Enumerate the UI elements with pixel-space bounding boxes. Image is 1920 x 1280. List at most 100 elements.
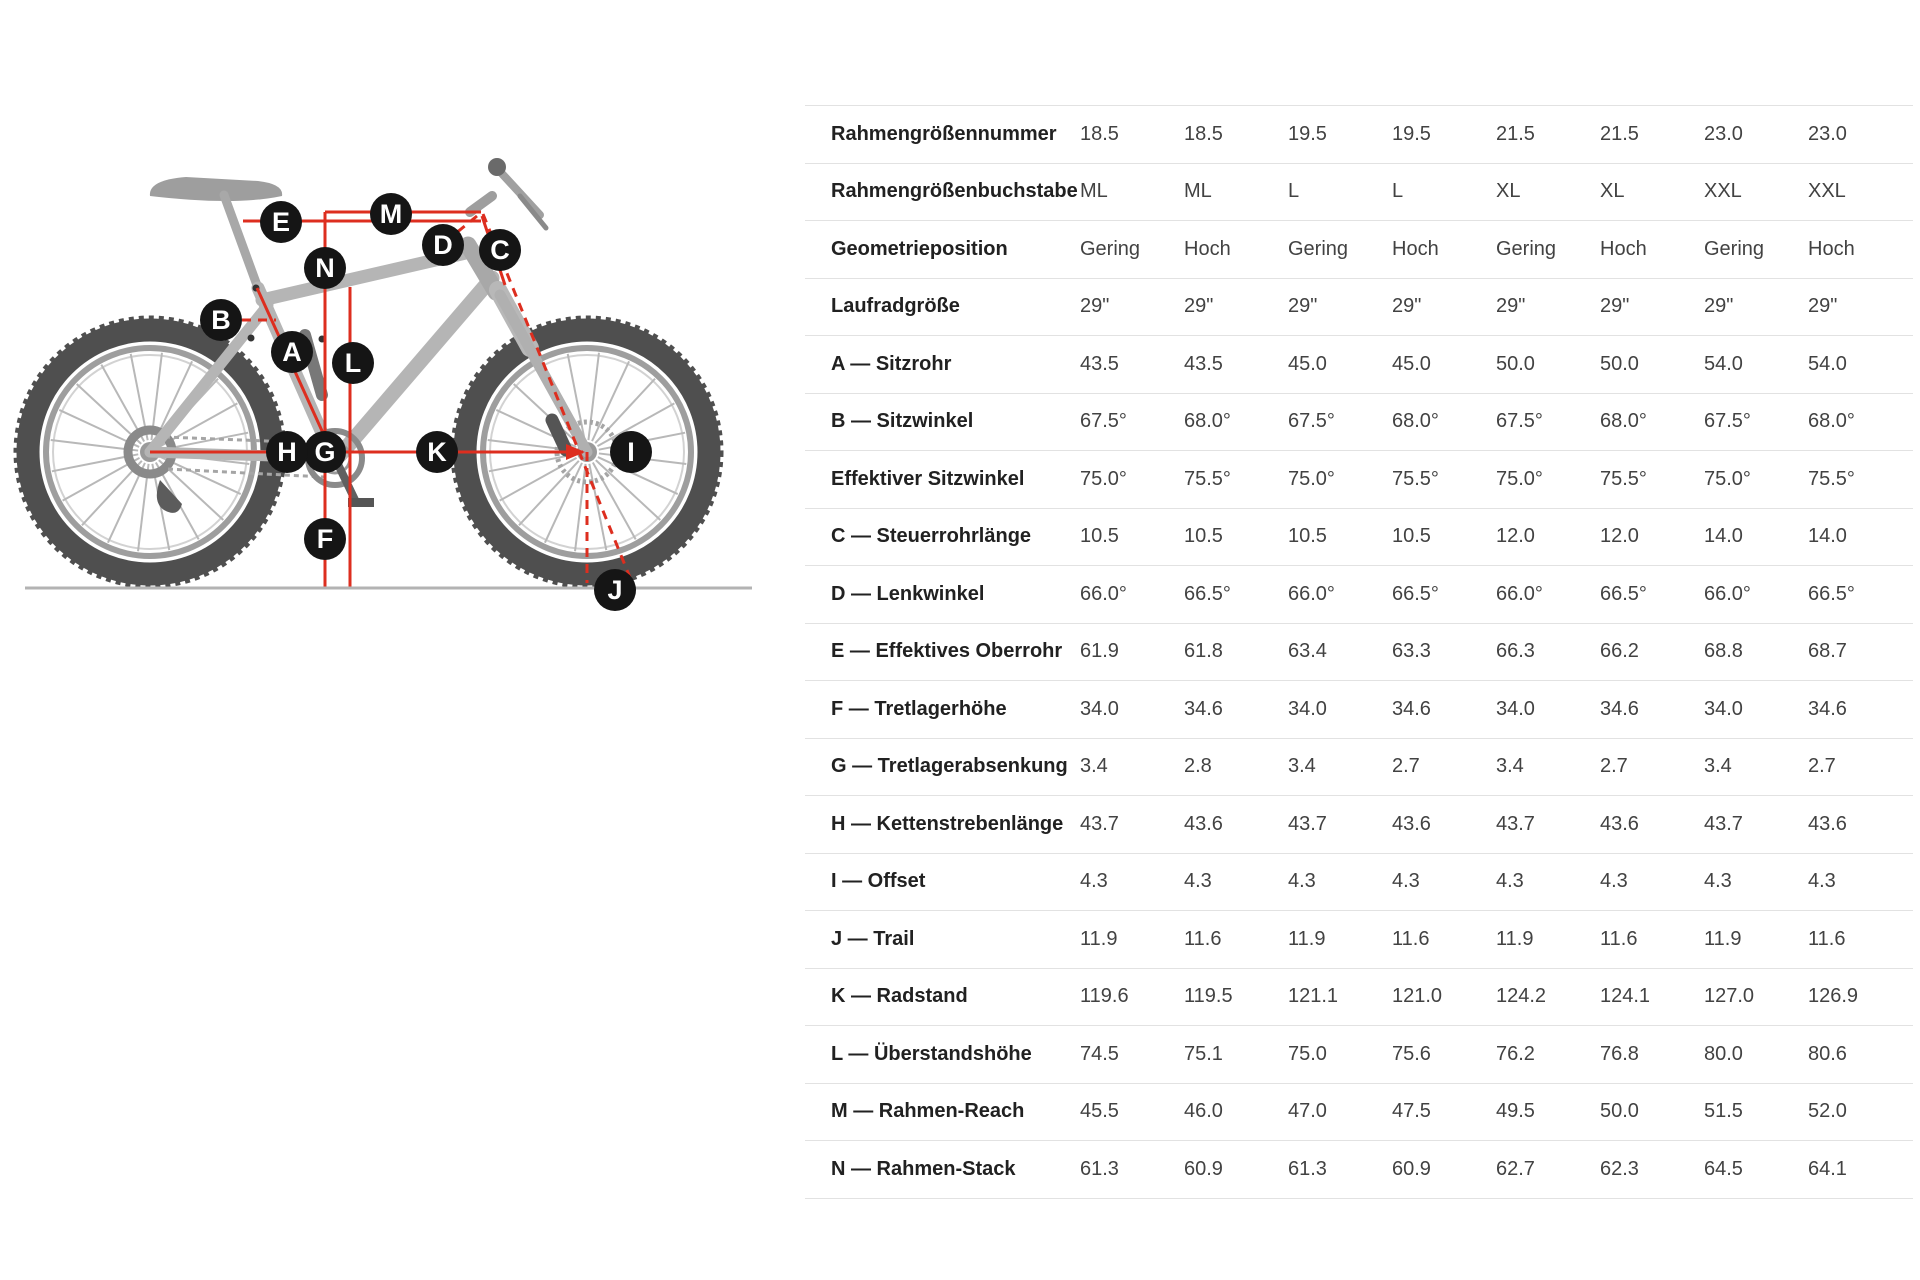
table-row: D — Lenkwinkel 66.0° 66.5° 66.0° 66.5° 66.0°… [805,566,1913,624]
row-label-cell: N — Rahmen-Stack [831,1157,1016,1180]
table-row: Effektiver Sitzwinkel 75.0° 75.5° 75.0° 75.… [805,451,1913,509]
table-row: Laufradgröße 29" 29" 29" 29" 29" 29" 29" 29" [805,279,1913,336]
table-row: B — Sitzwinkel 67.5° 68.0° 67.5° 68.0° 67.5°… [805,394,1913,451]
dim-label-A: A [271,331,313,373]
value-cell: XXL [1704,180,1742,203]
value-cell: 19.5 [1288,122,1327,145]
value-cell: 49.5 [1496,1100,1535,1123]
value-cell: Hoch [1600,237,1647,260]
value-cell: 29" [1496,295,1526,318]
svg-text:F: F [317,524,334,554]
dimension-labels: A B C D E F GH I J K L M N [200,193,652,611]
table-row: K — Radstand 119.6 119.5 121.1 121.0 124.2 12… [805,969,1913,1026]
value-cell: 4.3 [1288,870,1316,893]
value-cell: 23.0 [1808,122,1847,145]
value-cell: 46.0 [1184,1100,1223,1123]
dim-label-J: J [594,569,636,611]
row-label-cell: M — Rahmen-Reach [831,1100,1025,1123]
value-cell: 76.8 [1600,1042,1639,1065]
row-label-cell: J — Trail [831,927,915,950]
value-cell: 75.0 [1288,1042,1327,1065]
value-cell: 75.0° [1704,467,1751,490]
value-cell: 12.0 [1600,525,1639,548]
value-cell: 121.0 [1392,985,1443,1008]
row-label-cell: H — Kettenstrebenlänge [831,812,1064,835]
value-cell: 124.1 [1600,985,1651,1008]
value-cell: 4.3 [1808,870,1836,893]
value-cell: 75.0° [1288,467,1335,490]
value-cell: 45.0 [1288,352,1327,375]
dim-label-F: F [304,518,346,560]
table-row: Rahmengrößennummer 18.5 18.5 19.5 19.5 21.5 2… [805,106,1913,164]
value-cell: 10.5 [1392,525,1431,548]
table-row: Rahmengrößenbuchstabe ML ML L L XL XL XXL XXL [805,164,1913,221]
row-label-cell: A — Sitzrohr [831,352,952,375]
table-row: G — Tretlagerabsenkung 3.4 2.8 3.4 2.7 3.4 2.… [805,739,1913,796]
table-row: I — Offset 4.3 4.3 4.3 4.3 4.3 4.3 4.3 4.3 [805,854,1913,911]
table-row: N — Rahmen-Stack 61.3 60.9 61.3 60.9 62.7 62.… [805,1141,1913,1199]
value-cell: 63.4 [1288,640,1327,663]
dim-line-steering-axis [481,213,635,586]
value-cell: 50.0 [1600,352,1639,375]
value-cell: 75.5° [1600,467,1647,490]
value-cell: 43.6 [1808,812,1847,835]
value-cell: 11.9 [1496,927,1534,950]
value-cell: 121.1 [1288,985,1339,1008]
svg-text:L: L [345,348,362,378]
value-cell: 29" [1392,295,1422,318]
table-row: Geometrieposition Gering Hoch Gering Hoch Ge… [805,221,1913,279]
value-cell: 45.0 [1392,352,1431,375]
value-cell: 66.3 [1496,640,1535,663]
dim-label-C: C [479,229,521,271]
svg-text:G: G [314,437,335,467]
brake-caliper [545,413,573,457]
value-cell: 119.5 [1184,985,1233,1008]
stem [465,191,497,217]
value-cell: 64.1 [1808,1157,1847,1180]
value-cell: XXL [1808,180,1846,203]
row-label-cell: Rahmengrößenbuchstabe [831,180,1078,203]
value-cell: 61.3 [1288,1157,1327,1180]
value-cell: 124.2 [1496,985,1547,1008]
table-row: H — Kettenstrebenlänge 43.7 43.6 43.7 43.6 4… [805,796,1913,854]
value-cell: 66.0° [1288,582,1335,605]
value-cell: 12.0 [1496,525,1535,548]
value-cell: 11.6 [1184,927,1222,950]
value-cell: 34.0 [1080,697,1119,720]
value-cell: 43.6 [1392,812,1431,835]
value-cell: 126.9 [1808,985,1859,1008]
value-cell: 18.5 [1184,122,1223,145]
value-cell: 29" [1080,295,1110,318]
dim-label-L: L [332,342,374,384]
svg-text:H: H [277,437,297,467]
value-cell: 80.0 [1704,1042,1743,1065]
value-cell: 10.5 [1288,525,1327,548]
value-cell: 43.7 [1080,812,1119,835]
brake-lever [517,193,549,231]
value-cell: 50.0 [1600,1100,1639,1123]
value-cell: 74.5 [1080,1042,1119,1065]
table-row: F — Tretlagerhöhe 34.0 34.6 34.0 34.6 34.0 34… [805,681,1913,739]
value-cell: 21.5 [1496,122,1535,145]
value-cell: 29" [1808,295,1838,318]
value-cell: 75.0° [1080,467,1127,490]
value-cell: 54.0 [1808,352,1847,375]
value-cell: 75.6 [1392,1042,1431,1065]
pivot-dot [247,334,255,342]
row-label-cell: L — Überstandshöhe [831,1042,1032,1065]
value-cell: 43.5 [1080,352,1119,375]
value-cell: 60.9 [1392,1157,1431,1180]
value-cell: 14.0 [1808,525,1847,548]
rear-derailleur [156,480,182,513]
value-cell: 3.4 [1080,755,1108,778]
value-cell: 43.7 [1288,812,1327,835]
value-cell: 66.5° [1808,582,1855,605]
svg-text:A: A [282,337,302,367]
value-cell: 2.7 [1392,755,1420,778]
seatpost [219,190,263,293]
value-cell: 43.7 [1496,812,1535,835]
value-cell: Gering [1080,237,1141,260]
dim-label-B: B [200,299,242,341]
value-cell: 66.2 [1600,640,1639,663]
dim-label-K: K [416,431,458,473]
